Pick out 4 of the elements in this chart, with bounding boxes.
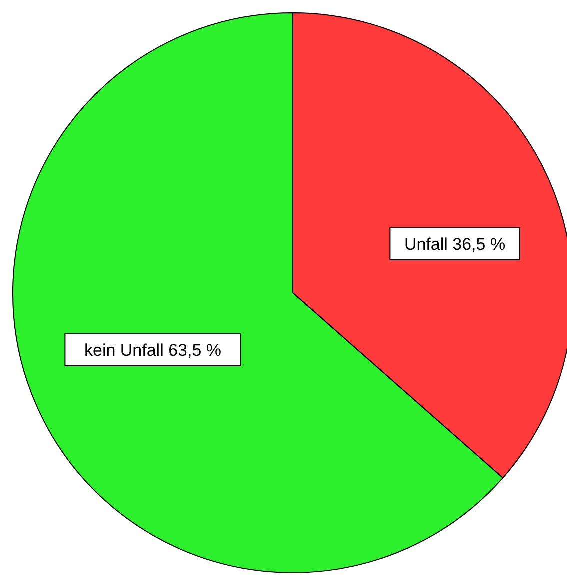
- data-label: 63,5 %: [164, 341, 222, 360]
- data-label: 36,5 %: [448, 235, 506, 254]
- slice-label: kein Unfall: [84, 341, 164, 360]
- slice-label: Unfall: [404, 235, 448, 254]
